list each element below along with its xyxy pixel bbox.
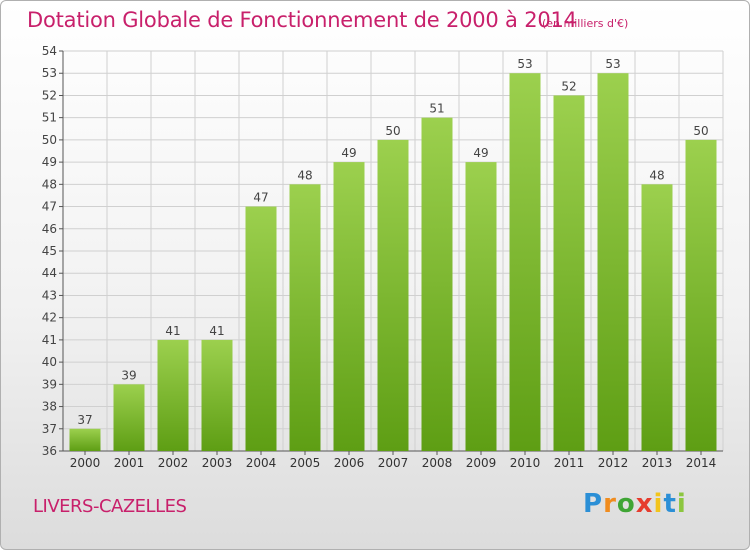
- y-tick-label: 50: [42, 133, 57, 147]
- x-tick-label: 2008: [422, 456, 453, 470]
- bar: [333, 162, 365, 451]
- logo-letter: i: [653, 489, 664, 519]
- x-tick-label: 2012: [598, 456, 629, 470]
- x-tick-label: 2000: [70, 456, 101, 470]
- y-tick-label: 49: [42, 155, 57, 169]
- bar-value-label: 47: [253, 191, 268, 205]
- bar: [113, 384, 145, 451]
- bar: [685, 139, 717, 451]
- y-tick-label: 51: [42, 111, 57, 125]
- y-tick-label: 38: [42, 400, 57, 414]
- bar-value-label: 51: [429, 102, 444, 116]
- bar-value-label: 53: [517, 57, 532, 71]
- bar-value-label: 49: [473, 146, 488, 160]
- x-tick-label: 2011: [554, 456, 585, 470]
- logo-letter: t: [663, 489, 677, 519]
- logo-letter: r: [603, 489, 617, 519]
- bar-value-label: 48: [649, 168, 664, 182]
- y-tick-label: 48: [42, 177, 57, 191]
- logo-letter: i: [676, 489, 687, 519]
- y-tick-label: 46: [42, 222, 57, 236]
- bars: [69, 73, 717, 452]
- bar-value-label: 39: [121, 368, 136, 382]
- y-tick-label: 45: [42, 244, 57, 258]
- y-tick-label: 44: [42, 266, 57, 280]
- bar-value-label: 49: [341, 146, 356, 160]
- bar-value-label: 50: [385, 124, 400, 138]
- unit-label: (en milliers d'€): [542, 17, 629, 30]
- y-tick-label: 52: [42, 88, 57, 102]
- logo-letter: x: [635, 489, 654, 519]
- proxiti-logo: Proxiti: [583, 489, 687, 519]
- bar-value-label: 50: [693, 124, 708, 138]
- x-tick-label: 2009: [466, 456, 497, 470]
- y-tick-label: 39: [42, 377, 57, 391]
- x-tick-label: 2004: [246, 456, 277, 470]
- x-tick-label: 2013: [642, 456, 673, 470]
- bar: [157, 339, 189, 451]
- logo-letter: o: [616, 489, 636, 519]
- y-tick-label: 54: [42, 44, 57, 58]
- x-tick-label: 2003: [202, 456, 233, 470]
- bar-value-label: 41: [209, 324, 224, 338]
- bar-value-label: 53: [605, 57, 620, 71]
- x-tick-label: 2007: [378, 456, 409, 470]
- y-tick-label: 47: [42, 200, 57, 214]
- x-tick-label: 2010: [510, 456, 541, 470]
- bar: [465, 162, 497, 451]
- y-tick-label: 40: [42, 355, 57, 369]
- x-tick-label: 2001: [114, 456, 145, 470]
- bar-value-label: 37: [77, 413, 92, 427]
- x-tick-label: 2002: [158, 456, 189, 470]
- x-tick-label: 2006: [334, 456, 365, 470]
- bar: [421, 117, 453, 452]
- bar: [69, 428, 101, 451]
- bar: [289, 184, 321, 452]
- commune-name: LIVERS-CAZELLES: [33, 496, 187, 517]
- bar: [597, 73, 629, 451]
- y-tick-label: 41: [42, 333, 57, 347]
- x-tick-label: 2014: [686, 456, 717, 470]
- bar: [641, 184, 673, 452]
- logo-letter: P: [583, 489, 604, 519]
- bar: [553, 95, 585, 451]
- bar-value-label: 52: [561, 79, 576, 93]
- bar-value-label: 41: [165, 324, 180, 338]
- bar: [245, 206, 277, 451]
- x-tick-label: 2005: [290, 456, 321, 470]
- labels: 36 37 38 39 40 41 42 43 44 45 46 47 48 49 50 51 52 53 54 37…: [42, 44, 717, 470]
- bar: [377, 139, 409, 451]
- y-tick-label: 43: [42, 288, 57, 302]
- chart-title: Dotation Globale de Fonctionnement de 20…: [27, 8, 577, 32]
- y-tick-label: 42: [42, 311, 57, 325]
- bar: [201, 339, 233, 451]
- bar: [509, 73, 541, 451]
- bar-value-label: 48: [297, 168, 312, 182]
- y-tick-label: 36: [42, 444, 57, 458]
- y-tick-label: 37: [42, 422, 57, 436]
- y-tick-label: 53: [42, 66, 57, 80]
